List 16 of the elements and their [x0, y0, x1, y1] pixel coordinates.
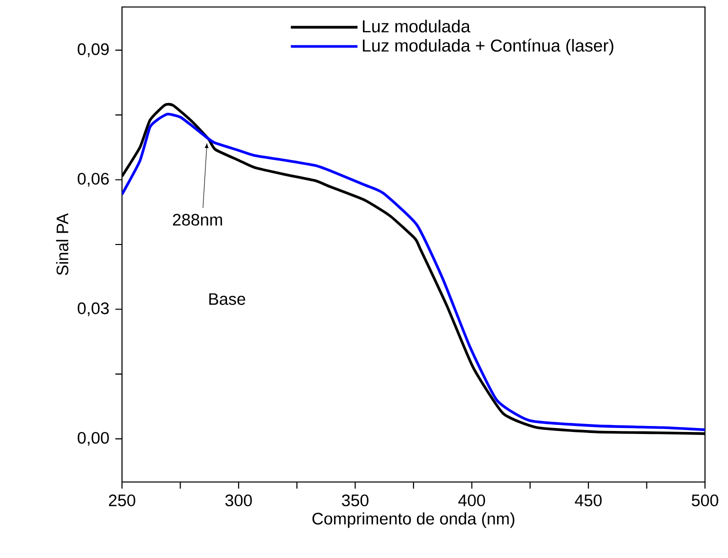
- annotation: Base: [209, 293, 246, 305]
- y-axis-title: Sinal PA: [56, 213, 68, 276]
- x-tick-label: 300: [225, 494, 252, 506]
- x-tick-label: 250: [108, 494, 136, 506]
- y-tick-label: 0,00: [78, 432, 109, 446]
- y-tick-label: 0,03: [78, 302, 109, 316]
- legend-label: Luz modulada + Contínua (laser): [362, 38, 614, 56]
- y-tick-label: 0,09: [78, 43, 109, 58]
- x-tick-label: 450: [574, 494, 602, 506]
- x-tick-label: 400: [458, 494, 486, 506]
- annotation: 288nm: [172, 214, 222, 226]
- x-axis-title: Comprimento de onda (nm): [312, 512, 514, 528]
- x-tick-label: 350: [342, 494, 368, 506]
- x-tick-label: 500: [692, 494, 718, 506]
- legend-label: Luz modulada: [362, 20, 470, 32]
- y-tick-label: 0,06: [78, 172, 109, 187]
